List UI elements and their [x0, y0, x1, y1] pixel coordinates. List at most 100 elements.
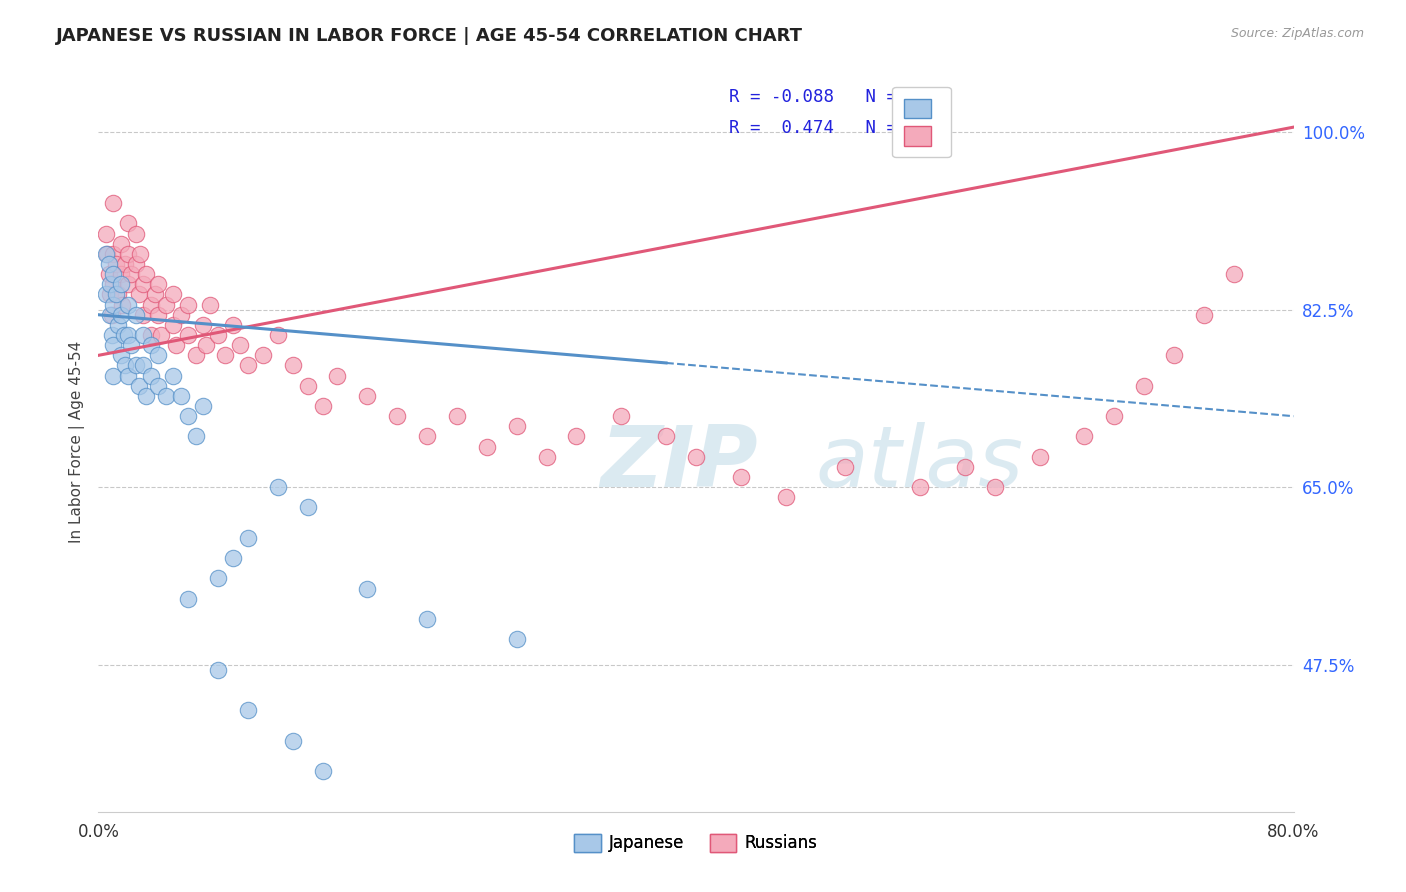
Point — [165, 338, 187, 352]
Point — [281, 359, 304, 373]
Legend: Japanese, Russians: Japanese, Russians — [568, 827, 824, 859]
Point — [177, 409, 200, 424]
Point — [356, 389, 378, 403]
Point — [200, 298, 222, 312]
Point — [132, 277, 155, 292]
Point — [416, 429, 439, 443]
Point — [236, 359, 259, 373]
Point — [114, 359, 136, 373]
Point — [177, 298, 200, 312]
Point — [105, 257, 128, 271]
Point — [105, 287, 128, 301]
Point — [112, 328, 135, 343]
Point — [129, 247, 152, 261]
Point — [117, 328, 139, 343]
Point — [311, 399, 333, 413]
Point — [311, 764, 333, 779]
Point — [110, 236, 132, 251]
Point — [207, 571, 229, 585]
Point — [1104, 409, 1126, 424]
Point — [984, 480, 1007, 494]
Point — [214, 348, 236, 362]
Point — [297, 500, 319, 515]
Point — [150, 328, 173, 343]
Text: R = -0.088   N = 45: R = -0.088 N = 45 — [730, 88, 929, 106]
Y-axis label: In Labor Force | Age 45-54: In Labor Force | Age 45-54 — [69, 341, 84, 542]
Point — [177, 328, 200, 343]
Point — [908, 480, 931, 494]
Point — [132, 308, 155, 322]
Point — [1223, 267, 1246, 281]
Point — [610, 409, 633, 424]
Text: atlas: atlas — [815, 422, 1024, 505]
Point — [103, 368, 125, 383]
Text: ZIP: ZIP — [600, 422, 758, 505]
Point — [120, 338, 142, 352]
Point — [416, 612, 439, 626]
Point — [162, 318, 184, 332]
Point — [236, 531, 259, 545]
Point — [125, 257, 148, 271]
Point — [139, 338, 162, 352]
Point — [446, 409, 468, 424]
Point — [110, 277, 132, 292]
Point — [169, 389, 191, 403]
Point — [236, 703, 259, 717]
Point — [117, 368, 139, 383]
Point — [775, 491, 797, 505]
Point — [1133, 378, 1156, 392]
Point — [143, 287, 166, 301]
Point — [1192, 308, 1215, 322]
Point — [103, 277, 125, 292]
Point — [155, 298, 177, 312]
Point — [120, 267, 142, 281]
Point — [125, 308, 148, 322]
Point — [730, 470, 752, 484]
Point — [281, 733, 304, 747]
Point — [97, 257, 120, 271]
Point — [101, 328, 124, 343]
Point — [191, 318, 214, 332]
Point — [110, 308, 132, 322]
Point — [117, 277, 139, 292]
Point — [128, 287, 150, 301]
Point — [107, 287, 129, 301]
Point — [97, 267, 120, 281]
Point — [506, 632, 529, 647]
Point — [117, 298, 139, 312]
Point — [207, 328, 229, 343]
Point — [132, 328, 155, 343]
Point — [326, 368, 349, 383]
Point — [117, 217, 139, 231]
Point — [229, 338, 252, 352]
Point — [101, 308, 124, 322]
Point — [191, 399, 214, 413]
Point — [139, 298, 162, 312]
Point — [111, 298, 134, 312]
Point — [125, 359, 148, 373]
Point — [98, 287, 122, 301]
Point — [506, 419, 529, 434]
Point — [98, 308, 122, 322]
Point — [110, 348, 132, 362]
Point — [356, 582, 378, 596]
Point — [96, 247, 118, 261]
Point — [1163, 348, 1185, 362]
Point — [834, 459, 856, 474]
Point — [177, 591, 200, 606]
Point — [169, 308, 191, 322]
Point — [117, 247, 139, 261]
Point — [297, 378, 319, 392]
Point — [103, 196, 125, 211]
Point — [148, 348, 170, 362]
Text: JAPANESE VS RUSSIAN IN LABOR FORCE | AGE 45-54 CORRELATION CHART: JAPANESE VS RUSSIAN IN LABOR FORCE | AGE… — [56, 27, 803, 45]
Point — [103, 338, 125, 352]
Point — [1073, 429, 1095, 443]
Point — [139, 368, 162, 383]
Point — [267, 328, 290, 343]
Point — [139, 328, 162, 343]
Point — [103, 298, 125, 312]
Point — [222, 551, 245, 566]
Point — [953, 459, 976, 474]
Point — [135, 389, 157, 403]
